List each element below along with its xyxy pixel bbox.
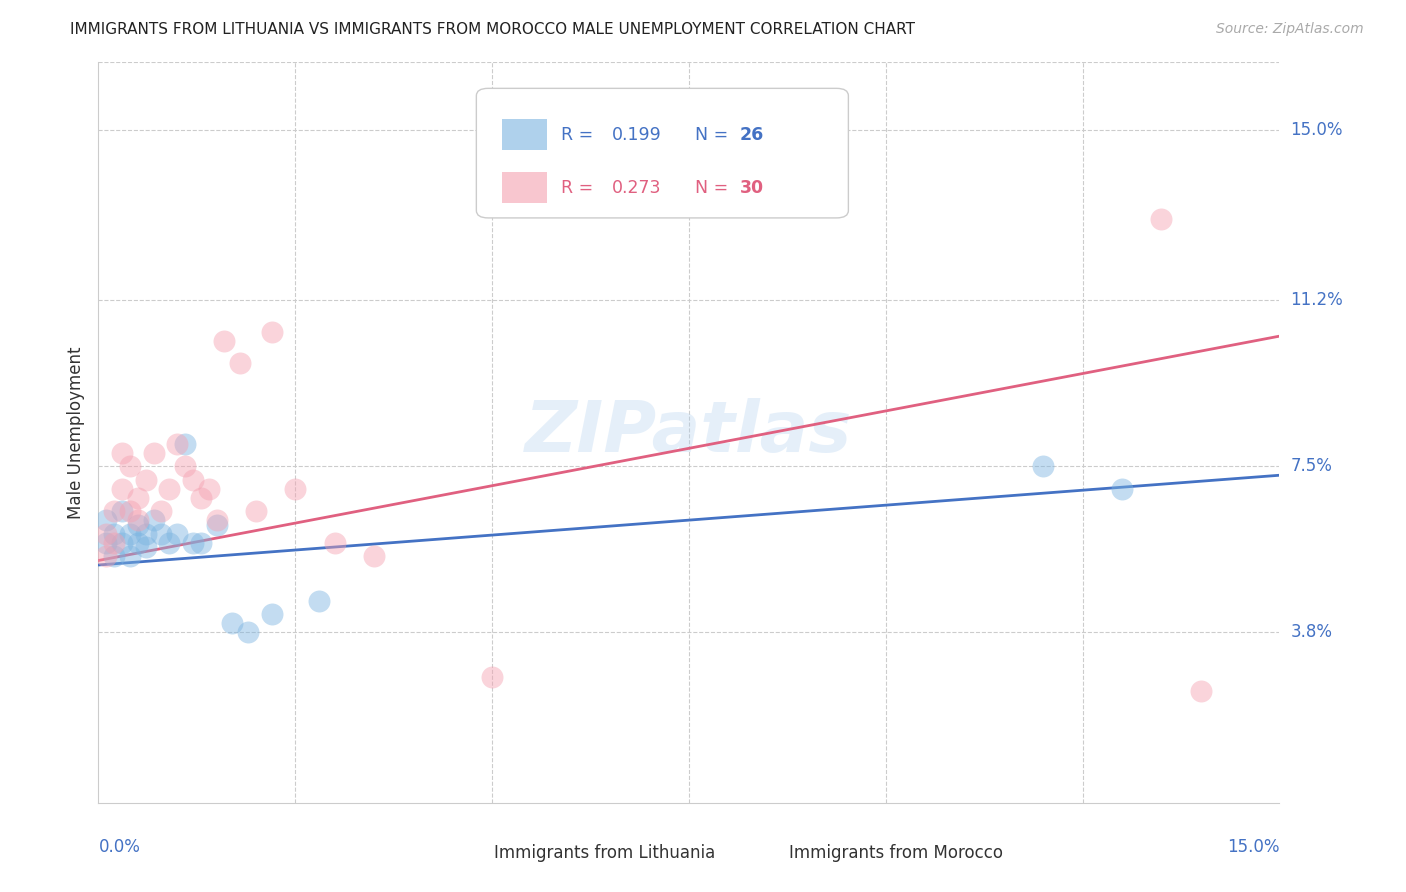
Text: N =: N = [695,126,734,144]
Point [96,535,118,549]
Point [118,526,141,541]
Point [229,356,252,370]
Point [135,526,157,541]
Text: Immigrants from Lithuania: Immigrants from Lithuania [494,844,716,863]
Point [150,504,173,518]
Point [150,526,173,541]
Point [127,535,149,549]
Text: Immigrants from Morocco: Immigrants from Morocco [789,844,1004,863]
Point [308,594,330,608]
Point [96,549,118,563]
Text: 15.0%: 15.0% [1227,838,1279,855]
Point [181,535,204,549]
Point [363,549,385,563]
Point [118,549,141,563]
Point [1150,212,1173,227]
Point [96,526,118,541]
Point [111,535,134,549]
Point [214,334,236,348]
Point [1189,683,1212,698]
Text: 0.273: 0.273 [612,178,662,196]
Point [103,535,125,549]
Text: N =: N = [695,178,734,196]
Point [111,446,134,460]
Point [157,535,180,549]
Point [157,482,180,496]
Y-axis label: Male Unemployment: Male Unemployment [66,346,84,519]
Point [174,437,197,451]
Text: 15.0%: 15.0% [1291,120,1343,139]
Point [127,517,149,532]
Point [1111,482,1133,496]
FancyBboxPatch shape [502,120,547,151]
Point [103,549,125,563]
Text: 3.8%: 3.8% [1291,624,1333,641]
Point [166,526,188,541]
Point [103,504,125,518]
Point [118,504,141,518]
Point [174,459,197,474]
Text: 11.2%: 11.2% [1291,292,1343,310]
Point [118,459,141,474]
Point [205,517,228,532]
Point [284,482,307,496]
FancyBboxPatch shape [453,842,482,864]
Point [96,513,118,527]
FancyBboxPatch shape [748,842,778,864]
Point [111,504,134,518]
Point [190,491,212,505]
Point [221,616,243,631]
Point [205,513,228,527]
Text: IMMIGRANTS FROM LITHUANIA VS IMMIGRANTS FROM MOROCCO MALE UNEMPLOYMENT CORRELATI: IMMIGRANTS FROM LITHUANIA VS IMMIGRANTS … [70,22,915,37]
FancyBboxPatch shape [477,88,848,218]
Point [135,540,157,554]
Point [142,513,165,527]
FancyBboxPatch shape [502,172,547,203]
Text: 7.5%: 7.5% [1291,458,1333,475]
Point [127,513,149,527]
Point [260,325,283,339]
Text: R =: R = [561,178,599,196]
Text: 0.199: 0.199 [612,126,662,144]
Point [142,446,165,460]
Text: ZIPatlas: ZIPatlas [526,398,852,467]
Point [111,482,134,496]
Text: Source: ZipAtlas.com: Source: ZipAtlas.com [1216,22,1364,37]
Point [245,504,267,518]
Text: 30: 30 [740,178,763,196]
Point [197,482,219,496]
Point [181,473,204,487]
Text: 0.0%: 0.0% [98,838,141,855]
Point [236,625,259,640]
Text: R =: R = [561,126,599,144]
Point [103,526,125,541]
Point [135,473,157,487]
Text: 26: 26 [740,126,763,144]
Point [127,491,149,505]
Point [481,670,503,684]
Point [260,607,283,622]
Point [190,535,212,549]
Point [1032,459,1054,474]
Point [323,535,346,549]
Point [166,437,188,451]
